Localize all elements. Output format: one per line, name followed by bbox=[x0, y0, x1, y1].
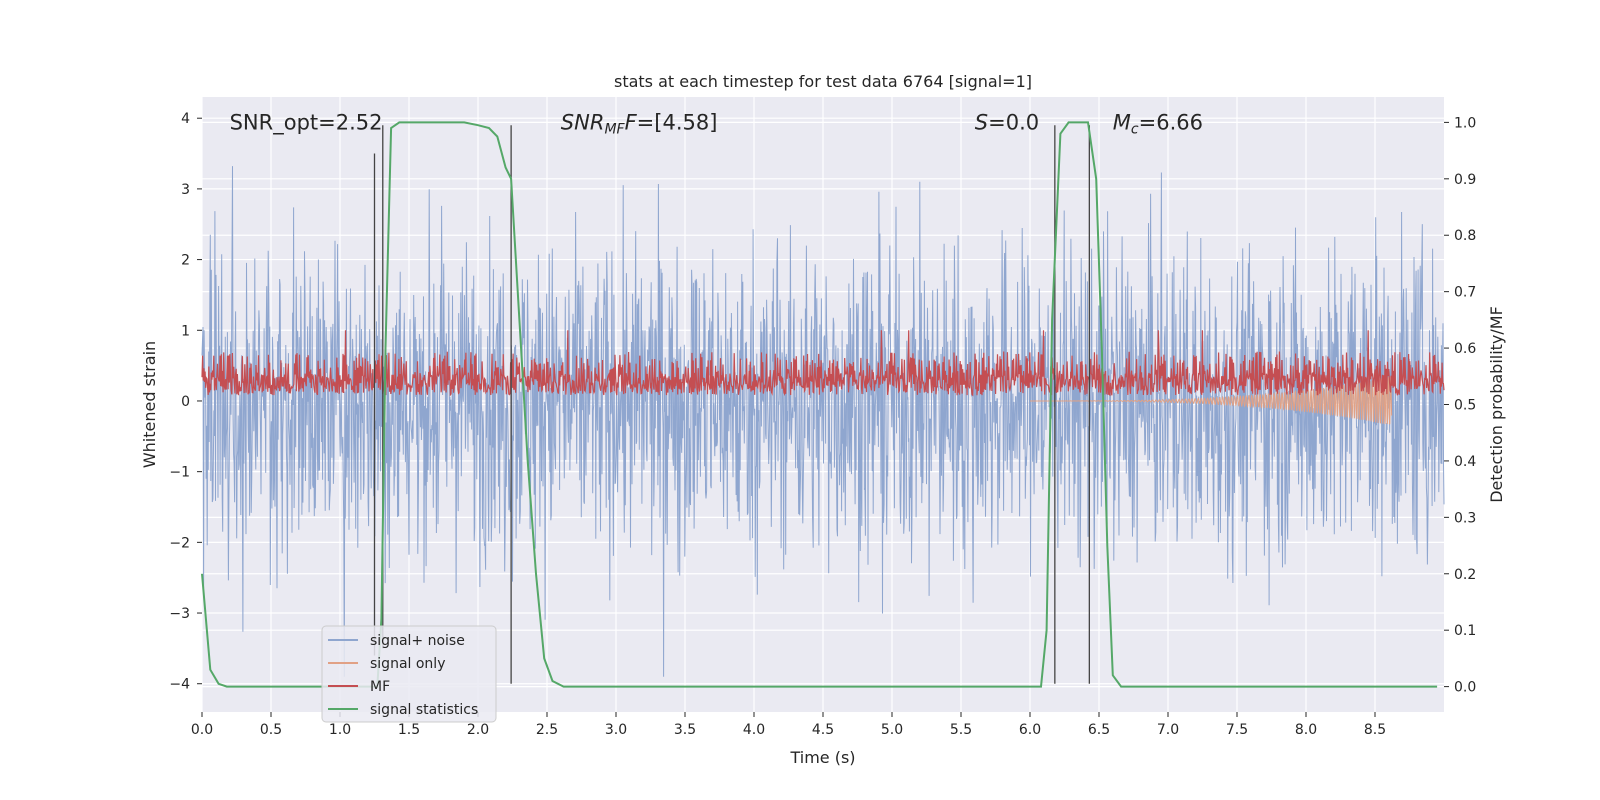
legend-box bbox=[321, 625, 497, 723]
x-axis-ticks: 0.0 0.5 1.0 1.5 2.0 2.5 3.0 3.5 4.0 4.5 5.0 5.5 6.0 6… bbox=[191, 712, 1386, 738]
annotation-part: =0.0 bbox=[988, 110, 1039, 134]
annotation-part: =6.66 bbox=[1139, 110, 1203, 134]
signal-noise-line bbox=[201, 166, 1445, 677]
x-tick-label: 7.5 bbox=[1226, 722, 1248, 738]
y2-tick-label: 0.9 bbox=[1454, 172, 1476, 188]
x-tick-label: 1.5 bbox=[398, 722, 420, 738]
x-tick-label: 3.5 bbox=[674, 722, 696, 738]
y2-tick-label: 0.7 bbox=[1454, 285, 1476, 301]
y-tick-label: 0 bbox=[181, 394, 190, 410]
x-tick-label: 6.5 bbox=[1088, 722, 1110, 738]
x-tick-label: 4.0 bbox=[743, 722, 765, 738]
y2-tick-label: 0.6 bbox=[1454, 341, 1476, 357]
x-tick-label: 2.5 bbox=[536, 722, 558, 738]
annotation-part: S bbox=[975, 110, 988, 134]
series-signal-noise bbox=[201, 166, 1445, 677]
legend-label: signal statistics bbox=[370, 702, 478, 718]
x-tick-label: 3.0 bbox=[605, 722, 627, 738]
legend: signal+ noise signal only MF signal statist… bbox=[321, 625, 497, 723]
x-tick-label: 6.0 bbox=[1019, 722, 1041, 738]
chart-title: stats at each timestep for test data 676… bbox=[614, 72, 1032, 91]
y-tick-label: −2 bbox=[169, 535, 190, 551]
annotation-snr-opt: SNR_opt=2.52 bbox=[230, 110, 383, 135]
annotations: SNR_opt=2.52 SNRMFF=[4.58] S=0.0 Mc=6.66 bbox=[230, 110, 1203, 137]
y2-axis-label: Detection probability/MF bbox=[1487, 306, 1506, 503]
signal-only-line bbox=[1030, 376, 1393, 425]
x-tick-label: 4.5 bbox=[812, 722, 834, 738]
x-tick-label: 0.5 bbox=[260, 722, 282, 738]
y-tick-label: 2 bbox=[181, 253, 190, 269]
x-tick-label: 7.0 bbox=[1157, 722, 1179, 738]
mf-line bbox=[201, 330, 1445, 397]
y-tick-label: 3 bbox=[181, 182, 190, 198]
legend-label: signal only bbox=[370, 656, 445, 672]
annotation-part: c bbox=[1131, 121, 1139, 137]
y2-tick-label: 0.5 bbox=[1454, 398, 1476, 414]
series-mf bbox=[201, 330, 1445, 397]
x-tick-label: 2.0 bbox=[467, 722, 489, 738]
x-tick-label: 8.5 bbox=[1364, 722, 1386, 738]
annotation-chirp-mass: Mc=6.66 bbox=[1113, 110, 1203, 137]
y-tick-label: 4 bbox=[181, 111, 190, 127]
x-tick-label: 0.0 bbox=[191, 722, 213, 738]
x-tick-label: 5.5 bbox=[950, 722, 972, 738]
y2-tick-label: 0.0 bbox=[1454, 680, 1476, 696]
legend-label: MF bbox=[370, 679, 390, 695]
annotation-part: SNR_opt=2.52 bbox=[230, 110, 383, 135]
y2-tick-label: 0.8 bbox=[1454, 228, 1476, 244]
y2-tick-label: 1.0 bbox=[1454, 115, 1476, 131]
y-axis-ticks: −4 −3 −2 −1 0 1 2 3 4 bbox=[169, 111, 202, 693]
y2-tick-label: 0.2 bbox=[1454, 567, 1476, 583]
annotation-part: MF bbox=[604, 121, 625, 137]
y-tick-label: −1 bbox=[169, 465, 190, 481]
y2-axis-ticks: 0.0 0.1 0.2 0.3 0.4 0.5 0.6 0.7 0.8 0.9 1.0 bbox=[1444, 115, 1476, 696]
y-tick-label: 1 bbox=[181, 323, 190, 339]
legend-label: signal+ noise bbox=[370, 633, 465, 649]
annotation-part: M bbox=[1113, 110, 1131, 134]
annotation-part: SNR bbox=[561, 110, 605, 134]
x-tick-label: 1.0 bbox=[329, 722, 351, 738]
series-signal-only bbox=[1030, 376, 1393, 425]
annotation-snr-mf: SNRMFF=[4.58] bbox=[561, 110, 718, 137]
y-tick-label: −4 bbox=[169, 677, 190, 693]
x-tick-label: 5.0 bbox=[881, 722, 903, 738]
x-tick-label: 8.0 bbox=[1295, 722, 1317, 738]
y2-tick-label: 0.1 bbox=[1454, 623, 1476, 639]
annotation-part: F bbox=[625, 110, 638, 134]
x-axis-label: Time (s) bbox=[789, 748, 855, 767]
annotation-s-value: S=0.0 bbox=[975, 110, 1039, 134]
y-tick-label: −3 bbox=[169, 606, 190, 622]
y-axis-label: Whitened strain bbox=[140, 341, 159, 468]
y2-tick-label: 0.3 bbox=[1454, 510, 1476, 526]
annotation-part: =[4.58] bbox=[637, 110, 718, 134]
y2-tick-label: 0.4 bbox=[1454, 454, 1476, 470]
